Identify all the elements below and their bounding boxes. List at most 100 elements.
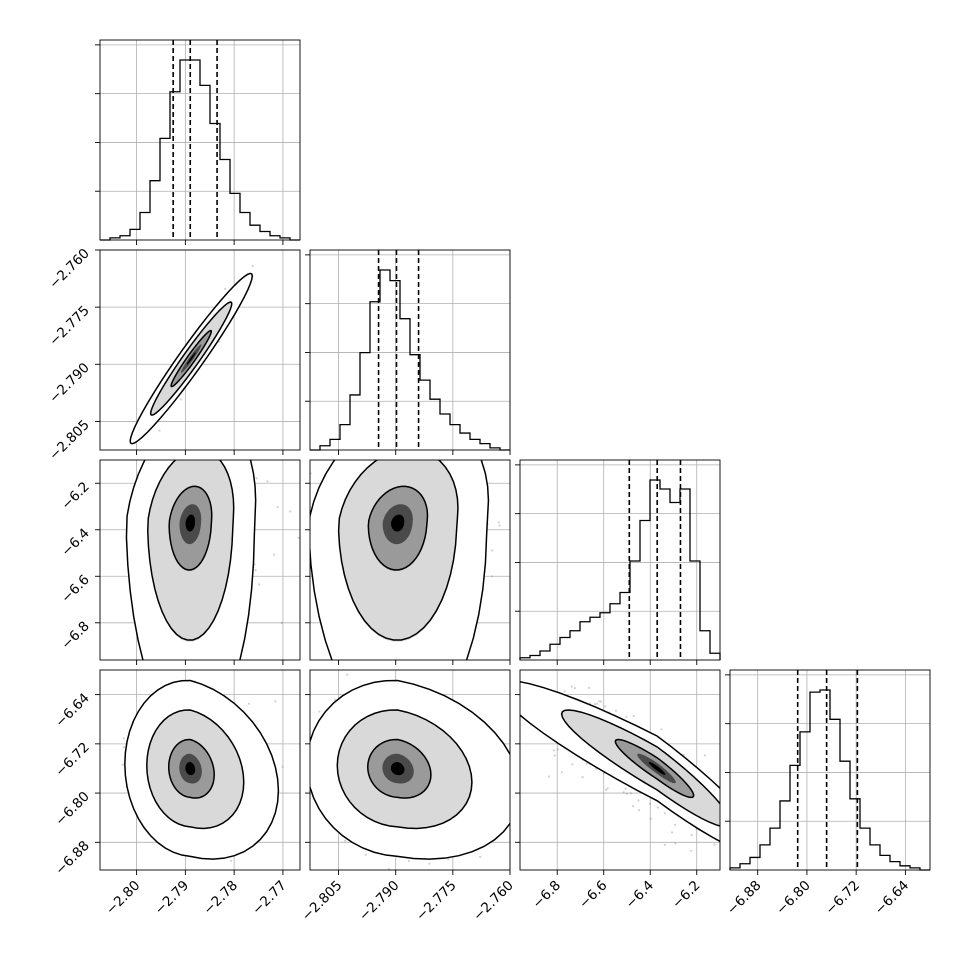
scatter-point <box>605 788 608 792</box>
histogram-steps <box>519 479 721 660</box>
scatter-point <box>175 447 177 449</box>
scatter-point <box>674 823 677 827</box>
scatter-point <box>498 524 501 527</box>
scatter-point <box>305 484 307 486</box>
scatter-point <box>224 428 226 430</box>
histogram-panel-2 <box>515 459 721 665</box>
scatter-point <box>414 398 416 400</box>
scatter-point <box>734 814 736 816</box>
scatter-point <box>488 457 490 459</box>
scatter-point <box>671 831 674 834</box>
scatter-point <box>273 553 276 556</box>
scatter-point <box>404 453 406 455</box>
scatter-point <box>364 853 367 856</box>
scatter-point <box>231 424 233 426</box>
scatter-point <box>443 454 445 456</box>
scatter-point <box>150 451 152 453</box>
scatter-point <box>274 700 277 703</box>
histogram-panel-0 <box>95 39 301 245</box>
scatter-point <box>614 709 618 712</box>
panel-frame <box>729 669 931 871</box>
density-fill <box>390 761 405 776</box>
scatter-point <box>417 455 419 457</box>
scatter-point <box>418 456 420 458</box>
scatter-point <box>344 839 347 842</box>
scatter-point <box>414 447 416 449</box>
contour-line <box>310 679 510 860</box>
scatter-point <box>107 466 109 468</box>
scatter-point <box>663 812 667 815</box>
scatter-point <box>214 432 216 434</box>
histogram-steps <box>100 59 300 241</box>
scatter-point <box>457 441 459 443</box>
scatter-point <box>255 477 258 480</box>
scatter-point <box>382 456 384 458</box>
scatter-panel-2-1 <box>296 398 569 676</box>
density-fill <box>185 514 196 532</box>
scatter-point <box>490 575 493 578</box>
scatter-point <box>231 442 233 444</box>
scatter-point <box>725 829 727 831</box>
scatter-point <box>754 836 756 838</box>
scatter-panel-1-0 <box>95 249 301 468</box>
scatter-point <box>296 606 298 608</box>
histogram-steps <box>729 689 930 871</box>
panel-frame <box>309 459 511 661</box>
scatter-point <box>439 457 441 459</box>
scatter-point <box>219 431 221 433</box>
scatter-panel-3-1 <box>303 669 511 875</box>
scatter-point <box>206 457 208 459</box>
scatter-point <box>171 447 173 449</box>
panel-frame <box>309 249 511 451</box>
scatter-point <box>507 729 509 731</box>
scatter-point <box>258 583 261 586</box>
scatter-point <box>202 457 204 459</box>
contour-line <box>366 738 432 799</box>
scatter-point <box>251 264 254 268</box>
scatter-point <box>751 866 753 868</box>
scatter-point <box>281 765 284 768</box>
scatter-panel-2-0 <box>95 415 301 665</box>
scatter-point <box>346 673 349 676</box>
scatter-point <box>428 862 431 865</box>
scatter-point <box>522 497 524 499</box>
contour-line <box>129 272 254 445</box>
scatter-point <box>276 505 279 509</box>
scatter-point <box>598 700 601 703</box>
scatter-point <box>428 453 430 455</box>
panel-frame <box>519 459 721 661</box>
scatter-point <box>567 489 569 491</box>
scatter-point <box>462 873 464 875</box>
scatter-point <box>191 456 193 458</box>
histogram-panel-1 <box>305 249 511 455</box>
scatter-point <box>176 451 178 453</box>
scatter-point <box>224 287 227 290</box>
scatter-point <box>739 836 741 838</box>
density-fill <box>391 514 405 532</box>
scatter-point <box>158 429 161 432</box>
contour-line <box>367 485 429 571</box>
scatter-point <box>560 771 564 774</box>
scatter-point <box>202 456 204 458</box>
scatter-point <box>179 398 182 401</box>
scatter-point <box>217 874 219 876</box>
contour-line <box>336 709 473 830</box>
scatter-point <box>460 436 462 438</box>
scatter-point <box>176 447 178 449</box>
scatter-point <box>303 744 305 746</box>
scatter-point <box>502 432 504 434</box>
contour-line <box>170 329 213 388</box>
scatter-point <box>217 451 219 453</box>
scatter-point <box>204 415 206 417</box>
scatter-point <box>378 447 380 449</box>
scatter-point <box>726 826 728 828</box>
scatter-point <box>417 451 419 453</box>
scatter-point <box>733 835 735 837</box>
scatter-point <box>289 510 292 513</box>
contour-line <box>146 709 245 830</box>
scatter-point <box>393 674 395 676</box>
histogram-steps <box>310 269 510 451</box>
contour-line <box>124 679 280 860</box>
scatter-point <box>423 455 425 457</box>
